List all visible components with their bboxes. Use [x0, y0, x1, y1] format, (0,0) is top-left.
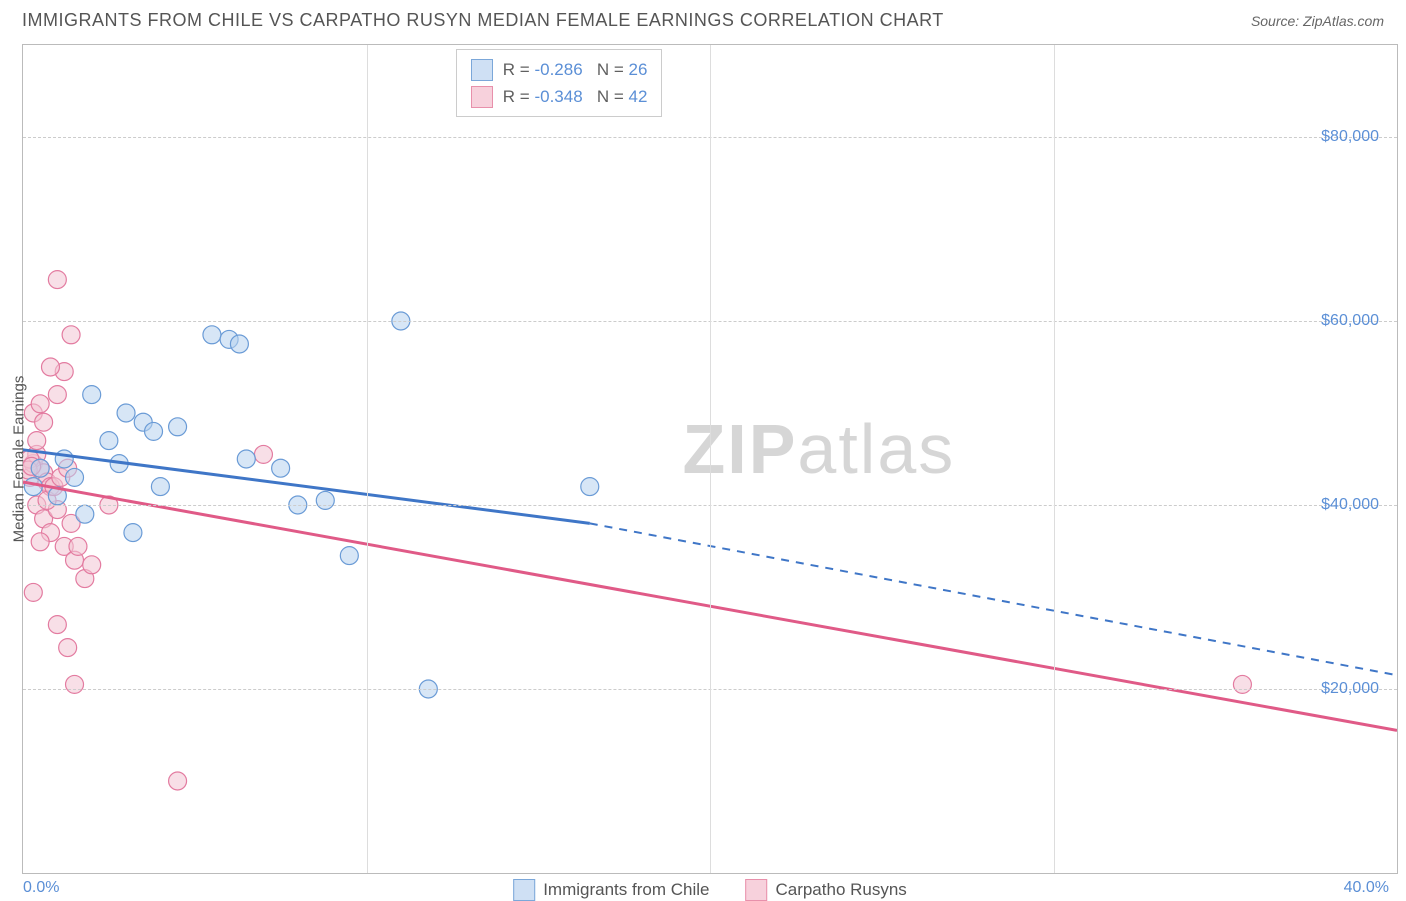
chart-title: IMMIGRANTS FROM CHILE VS CARPATHO RUSYN …	[22, 10, 944, 31]
legend-swatch	[513, 879, 535, 901]
y-tick-label: $60,000	[1321, 312, 1379, 330]
series-legend: Immigrants from Chile Carpatho Rusyns	[513, 879, 907, 901]
source-attribution: Source: ZipAtlas.com	[1251, 13, 1384, 29]
legend-swatch	[471, 86, 493, 108]
y-tick-label: $40,000	[1321, 496, 1379, 514]
x-tick-label: 0.0%	[23, 879, 59, 897]
series-label: Immigrants from Chile	[543, 880, 709, 900]
y-tick-label: $20,000	[1321, 680, 1379, 698]
series-legend-item: Carpatho Rusyns	[745, 879, 906, 901]
x-tick-label: 40.0%	[1344, 879, 1389, 897]
gridline-v	[1054, 45, 1055, 873]
chart-container: Median Female Earnings ZIPatlas R = -0.2…	[22, 44, 1398, 874]
correlation-row: R = -0.348 N = 42	[471, 83, 648, 110]
gridline-v	[710, 45, 711, 873]
legend-swatch	[471, 59, 493, 81]
series-legend-item: Immigrants from Chile	[513, 879, 709, 901]
series-label: Carpatho Rusyns	[775, 880, 906, 900]
correlation-row: R = -0.286 N = 26	[471, 56, 648, 83]
legend-swatch	[745, 879, 767, 901]
gridline-v	[367, 45, 368, 873]
correlation-legend: R = -0.286 N = 26 R = -0.348 N = 42	[456, 49, 663, 117]
y-tick-label: $80,000	[1321, 128, 1379, 146]
